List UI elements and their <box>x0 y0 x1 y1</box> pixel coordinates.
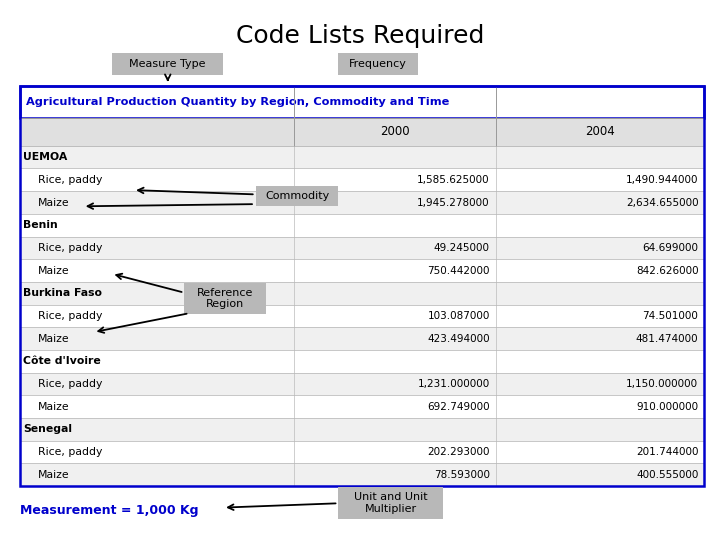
Bar <box>338 487 443 519</box>
Text: 2004: 2004 <box>585 125 615 138</box>
Text: Rice, paddy: Rice, paddy <box>38 175 102 185</box>
Text: 400.555000: 400.555000 <box>636 470 698 480</box>
Bar <box>20 86 704 486</box>
Text: 1,150.000000: 1,150.000000 <box>626 379 698 389</box>
Text: Code Lists Required: Code Lists Required <box>236 24 484 48</box>
Text: Rice, paddy: Rice, paddy <box>38 243 102 253</box>
Text: Reference
Region: Reference Region <box>197 288 253 309</box>
Bar <box>20 86 704 118</box>
Text: Burkina Faso: Burkina Faso <box>23 288 102 298</box>
Text: Maize: Maize <box>38 198 70 207</box>
Bar <box>20 168 704 191</box>
Bar <box>20 350 704 373</box>
Bar <box>20 237 704 259</box>
Bar <box>184 283 266 314</box>
Text: 842.626000: 842.626000 <box>636 266 698 275</box>
Bar <box>20 327 704 350</box>
Text: Commodity: Commodity <box>265 191 329 201</box>
Bar <box>20 418 704 441</box>
Text: 1,945.278000: 1,945.278000 <box>417 198 490 207</box>
Text: 910.000000: 910.000000 <box>636 402 698 411</box>
Text: Rice, paddy: Rice, paddy <box>38 379 102 389</box>
Bar <box>20 373 704 395</box>
Bar <box>20 441 704 463</box>
Text: 1,490.944000: 1,490.944000 <box>626 175 698 185</box>
Text: 750.442000: 750.442000 <box>427 266 490 275</box>
Text: 78.593000: 78.593000 <box>433 470 490 480</box>
Text: Senegal: Senegal <box>23 424 72 434</box>
Bar <box>112 53 223 75</box>
Text: Maize: Maize <box>38 470 70 480</box>
Bar <box>20 214 704 237</box>
Bar <box>20 395 704 418</box>
Bar <box>20 282 704 305</box>
Text: 481.474000: 481.474000 <box>636 334 698 343</box>
Text: 692.749000: 692.749000 <box>427 402 490 411</box>
Bar <box>338 53 418 75</box>
Text: Rice, paddy: Rice, paddy <box>38 311 102 321</box>
Bar <box>20 305 704 327</box>
Text: Maize: Maize <box>38 334 70 343</box>
Text: Benin: Benin <box>23 220 58 230</box>
Text: 1,231.000000: 1,231.000000 <box>418 379 490 389</box>
Text: Maize: Maize <box>38 402 70 411</box>
Text: Agricultural Production Quantity by Region, Commodity and Time: Agricultural Production Quantity by Regi… <box>26 97 449 107</box>
Text: UEMOA: UEMOA <box>23 152 67 162</box>
Text: 202.293000: 202.293000 <box>427 447 490 457</box>
Text: Frequency: Frequency <box>349 59 407 69</box>
Bar <box>20 463 704 486</box>
Text: 2000: 2000 <box>380 125 410 138</box>
Bar <box>256 186 338 206</box>
Text: 1,585.625000: 1,585.625000 <box>417 175 490 185</box>
Bar <box>20 146 704 168</box>
Text: Côte d'Ivoire: Côte d'Ivoire <box>23 356 101 366</box>
Text: 423.494000: 423.494000 <box>427 334 490 343</box>
Text: Maize: Maize <box>38 266 70 275</box>
Text: Measurement = 1,000 Kg: Measurement = 1,000 Kg <box>20 504 199 517</box>
Text: Rice, paddy: Rice, paddy <box>38 447 102 457</box>
Bar <box>20 191 704 214</box>
Text: Measure Type: Measure Type <box>129 59 206 69</box>
Text: Unit and Unit
Multiplier: Unit and Unit Multiplier <box>354 492 428 514</box>
Text: 103.087000: 103.087000 <box>428 311 490 321</box>
Text: 74.501000: 74.501000 <box>642 311 698 321</box>
Bar <box>20 118 704 146</box>
Text: 201.744000: 201.744000 <box>636 447 698 457</box>
Text: 64.699000: 64.699000 <box>642 243 698 253</box>
Bar <box>20 259 704 282</box>
Text: 49.245000: 49.245000 <box>433 243 490 253</box>
Text: 2,634.655000: 2,634.655000 <box>626 198 698 207</box>
